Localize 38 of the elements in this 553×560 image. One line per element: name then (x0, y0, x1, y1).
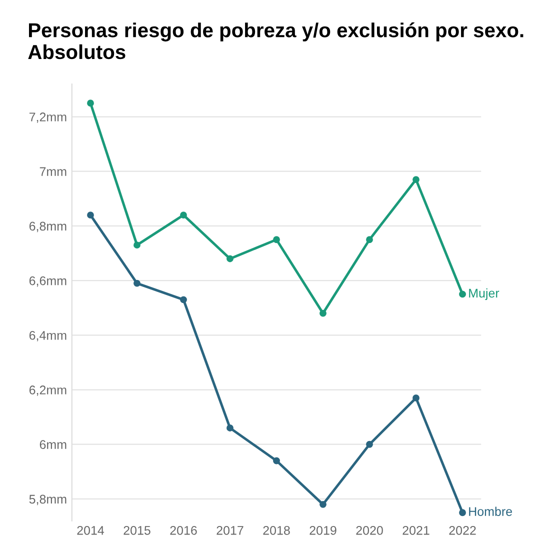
chart-title: Personas riesgo de pobreza y/o exclusión por sexo. Absolutos (28, 22, 524, 60)
x-tick-label: 2014 (77, 526, 104, 535)
point (320, 310, 326, 317)
y-tick-label: 6,6mm (29, 276, 66, 287)
x-tick-label: 2021 (402, 526, 430, 535)
point (273, 236, 280, 244)
point (226, 424, 234, 432)
point (134, 242, 140, 249)
x-tick-label: 2019 (310, 526, 336, 535)
series-label: Mujer (469, 288, 500, 300)
x-tick-label: 2016 (170, 526, 197, 535)
y-tick-label: 6,2mm (29, 386, 66, 396)
y-tick-label: 6,8mm (29, 222, 66, 232)
x-tick-label: 2017 (216, 526, 244, 535)
y-tick-label: 7mm (40, 167, 66, 176)
point (412, 394, 420, 402)
y-tick-label: 5,8mm (29, 494, 66, 506)
point (459, 290, 466, 298)
point (87, 100, 94, 107)
point (459, 509, 466, 516)
point (366, 440, 373, 448)
point (366, 236, 373, 244)
point (180, 212, 187, 219)
point (134, 280, 140, 287)
y-tick-label: 6,4mm (29, 330, 66, 342)
x-tick-label: 2015 (124, 526, 150, 535)
x-tick-label: 2018 (263, 526, 290, 535)
point (320, 500, 326, 508)
y-tick-label: 7,2mm (29, 112, 66, 123)
x-tick-label: 2022 (449, 526, 476, 535)
point (226, 255, 234, 262)
y-tick-label: 6mm (40, 440, 66, 450)
point (180, 296, 187, 304)
point (87, 212, 94, 219)
x-tick-label: 2020 (356, 526, 383, 535)
point (273, 457, 280, 464)
series-label: Hombre (469, 506, 512, 516)
point (412, 176, 420, 184)
